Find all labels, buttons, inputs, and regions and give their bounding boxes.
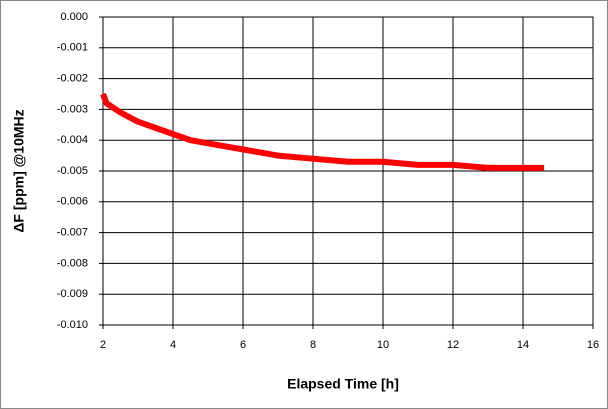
- x-tick-label: 8: [310, 339, 316, 351]
- y-tick-label: -0.005: [57, 165, 88, 177]
- y-tick-label: -0.004: [57, 134, 88, 146]
- y-tick-label: -0.008: [57, 257, 88, 269]
- y-tick-label: -0.010: [57, 319, 88, 331]
- x-tick-label: 6: [240, 339, 246, 351]
- y-tick-label: 0.000: [60, 11, 88, 23]
- x-tick-label: 12: [447, 339, 459, 351]
- x-axis-title: Elapsed Time [h]: [287, 376, 399, 392]
- x-tick-label: 10: [377, 339, 389, 351]
- x-tick-label: 4: [170, 339, 176, 351]
- y-tick-label: -0.002: [57, 73, 88, 85]
- y-tick-label: -0.001: [57, 42, 88, 54]
- y-axis-title: ΔF [ppm] @10MHz: [11, 109, 27, 232]
- x-tick-label: 14: [517, 339, 529, 351]
- x-tick-label: 16: [587, 339, 599, 351]
- y-tick-label: -0.009: [57, 288, 88, 300]
- y-tick-label: -0.006: [57, 196, 88, 208]
- x-tick-label: 2: [100, 339, 106, 351]
- y-tick-label: -0.007: [57, 227, 88, 239]
- data-line: [100, 92, 544, 171]
- y-tick-label: -0.003: [57, 103, 88, 115]
